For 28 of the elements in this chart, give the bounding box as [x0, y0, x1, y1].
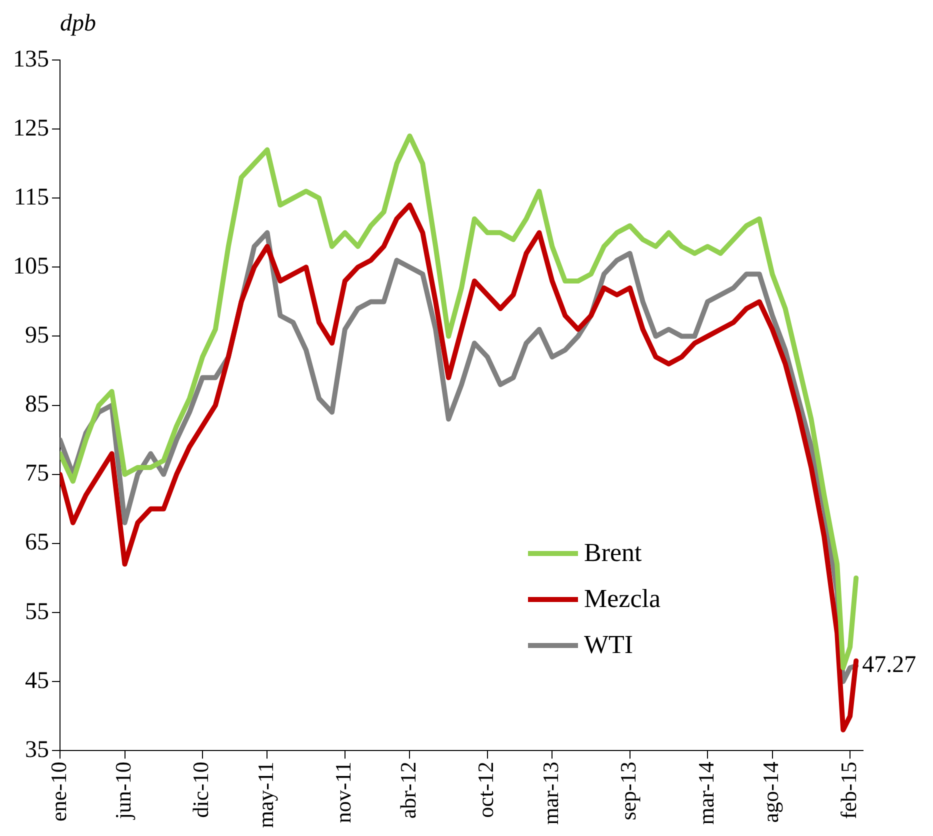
x-tick-label: abr-12	[395, 762, 420, 819]
annotation: 47.27	[862, 652, 916, 678]
y-tick-label: 135	[13, 46, 49, 72]
y-tick-label: 65	[25, 530, 49, 556]
x-tick-label: feb-15	[836, 762, 861, 820]
y-tick-label: 85	[25, 392, 49, 418]
y-tick-label: 45	[25, 668, 49, 694]
x-tick-label: mar-14	[693, 762, 718, 825]
legend-label: Brent	[584, 538, 642, 568]
x-tick-label: oct-12	[473, 762, 498, 818]
x-tick-label: nov-11	[330, 762, 356, 824]
y-tick-label: 115	[14, 184, 49, 210]
y-axis-title: dpb	[60, 10, 96, 36]
x-tick-label: ago-14	[758, 762, 784, 823]
x-tick-label: mar-13	[538, 762, 563, 825]
y-tick-label: 125	[13, 115, 49, 142]
legend-label: WTI	[584, 630, 634, 660]
legend-label: Mezcla	[584, 584, 661, 614]
x-tick-label: ene-10	[46, 762, 71, 822]
y-tick-label: 35	[25, 736, 49, 763]
y-tick-label: 95	[25, 322, 49, 349]
y-tick-label: 75	[25, 460, 49, 487]
x-tick-label: may-11	[253, 762, 278, 828]
x-tick-label: dic-10	[188, 762, 214, 818]
y-tick-label: 55	[25, 598, 49, 625]
x-tick-label: jun-10	[110, 762, 136, 820]
x-tick-label: sep-13	[616, 762, 641, 820]
y-tick-label: 105	[13, 253, 49, 280]
